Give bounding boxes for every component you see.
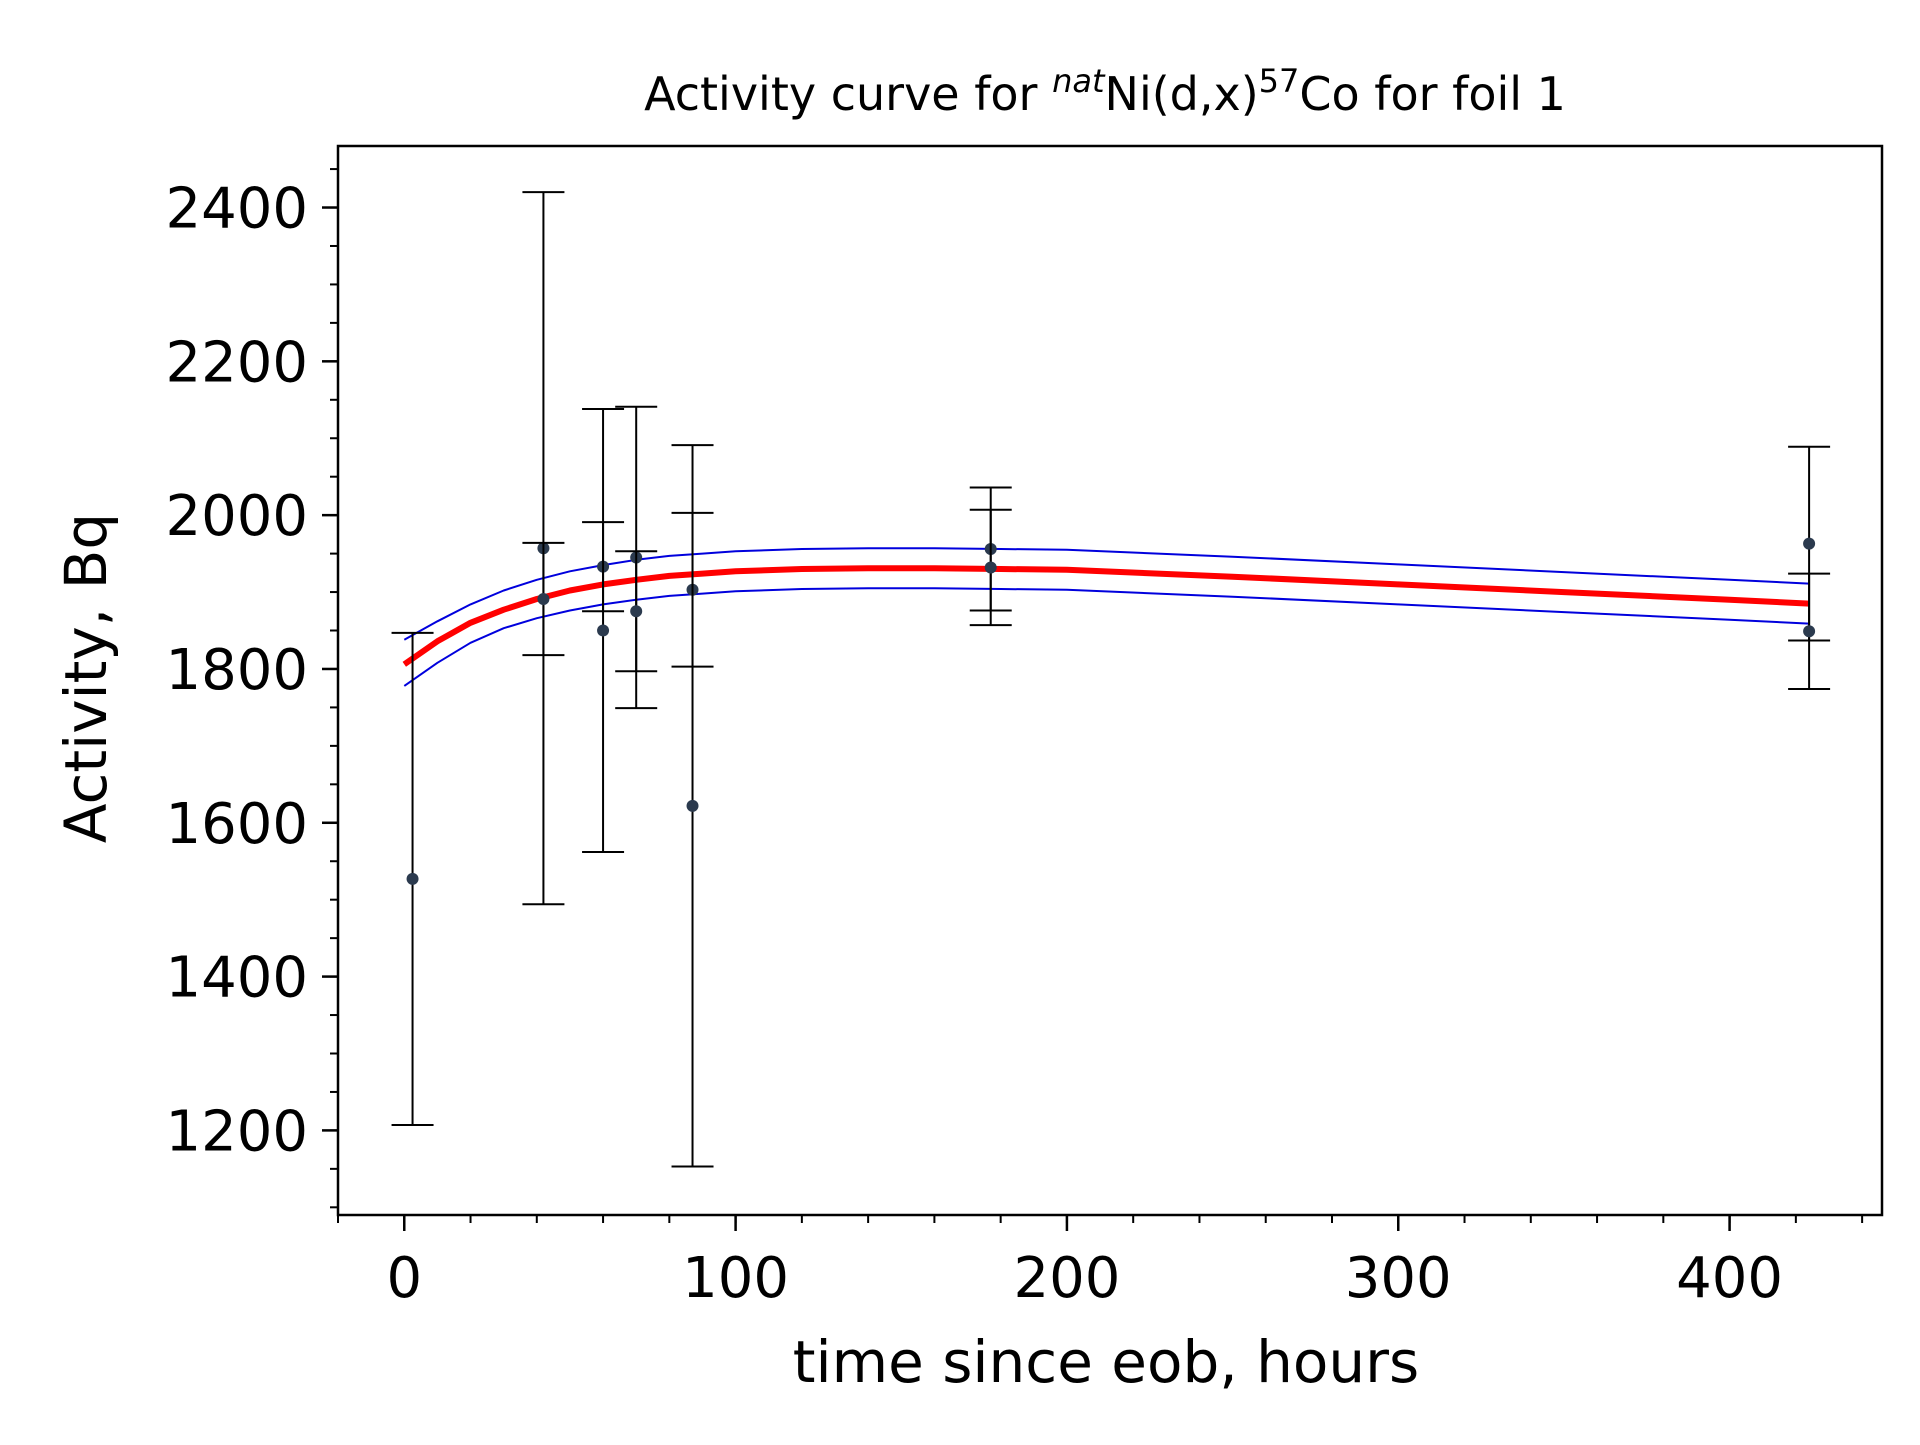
- plot-area: [391, 191, 1831, 1168]
- chart-title: Activity curve for natNi(d,x)57Co for fo…: [644, 62, 1566, 121]
- data-point-group: [615, 550, 658, 673]
- y-tick-label: 1400: [165, 946, 308, 1011]
- x-tick-label: 200: [1013, 1246, 1120, 1311]
- fit-curve: [402, 565, 1810, 667]
- data-point: [1803, 625, 1816, 638]
- confidence-band-upper: [403, 547, 1810, 641]
- data-point: [406, 872, 419, 885]
- data-point: [686, 799, 699, 812]
- data-point-group: [582, 408, 625, 854]
- axes: 1200 1400 1600 1800 2000 2200 2400 0 100 200 300 40…: [165, 144, 1884, 1311]
- data-point-group: [671, 444, 714, 1168]
- chart-title-sup-mass: 57: [1259, 62, 1300, 100]
- data-point-group: [391, 631, 434, 1127]
- x-tick-label: 400: [1676, 1246, 1783, 1311]
- y-tick-label: 2000: [165, 484, 308, 549]
- x-tick-label: 300: [1345, 1246, 1452, 1311]
- data-point-group: [522, 541, 565, 657]
- data-point: [537, 592, 550, 605]
- data-point: [597, 624, 610, 637]
- y-tick-label: 1600: [165, 792, 308, 857]
- y-tick-label: 2200: [165, 330, 308, 395]
- x-tick-label: 0: [386, 1246, 422, 1311]
- confidence-band-lower: [403, 587, 1810, 687]
- x-axis-label: time since eob, hours: [793, 1328, 1420, 1396]
- data-point: [984, 561, 997, 574]
- data-point-group: [1788, 572, 1831, 690]
- data-point-group: [969, 508, 1012, 627]
- x-tick-label: 100: [682, 1246, 789, 1311]
- plot-frame: [336, 144, 1884, 1217]
- data-point: [630, 605, 643, 618]
- y-tick-label: 1800: [165, 638, 308, 703]
- y-tick-label: 1200: [165, 1099, 308, 1164]
- y-tick-label: 2400: [165, 177, 308, 242]
- y-axis-label: Activity, Bq: [52, 513, 120, 843]
- data-point: [1803, 537, 1816, 550]
- chart-title-sup-nat: nat: [1052, 62, 1106, 100]
